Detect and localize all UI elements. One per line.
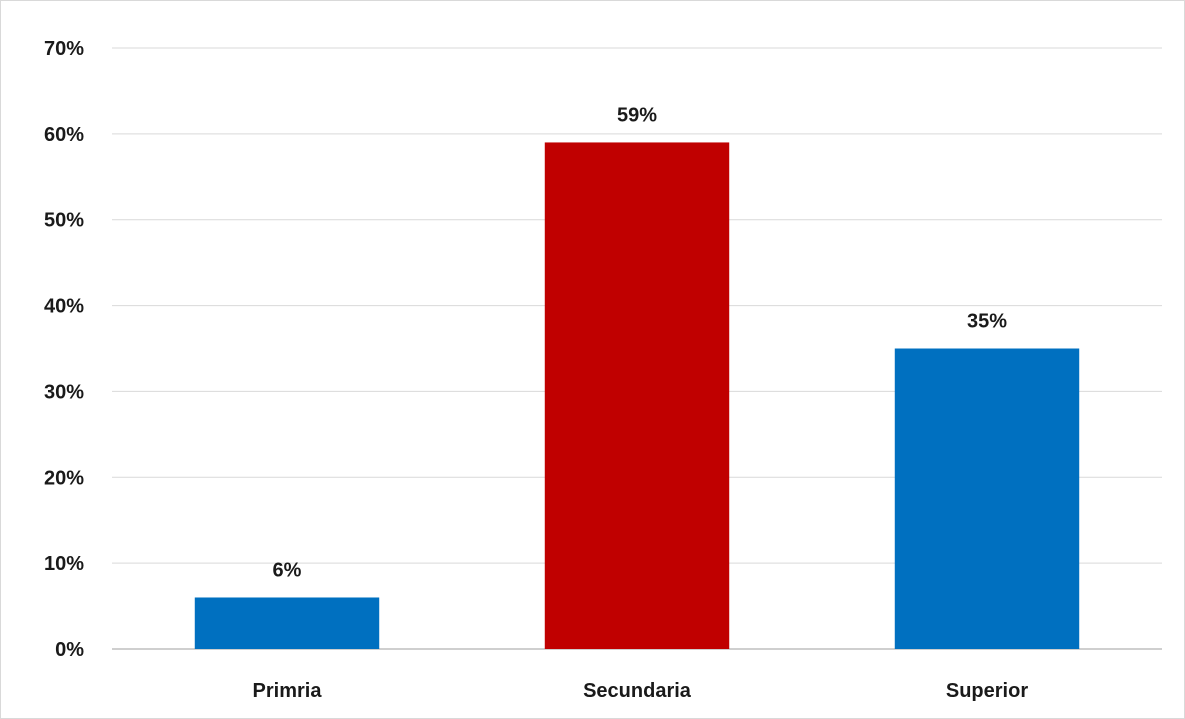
data-label: 6%: [273, 559, 302, 581]
y-tick-label: 40%: [44, 296, 84, 318]
y-tick-label: 10%: [44, 553, 84, 575]
category-label: Superior: [946, 680, 1028, 702]
y-tick-label: 50%: [44, 210, 84, 232]
data-label: 59%: [617, 104, 657, 126]
data-labels: 6% 59% 35%: [273, 104, 1008, 581]
bar-superior: [894, 348, 1080, 649]
bar-secundaria: [544, 142, 730, 649]
y-tick-label: 60%: [44, 124, 84, 146]
bar-primria: [194, 597, 380, 649]
y-tick-label: 20%: [44, 467, 84, 489]
category-label: Primria: [253, 680, 323, 702]
y-axis-tick-labels: 0% 10% 20% 30% 40% 50% 60% 70%: [44, 38, 84, 661]
y-tick-label: 30%: [44, 381, 84, 403]
bars: [194, 142, 1080, 649]
y-tick-label: 70%: [44, 38, 84, 60]
data-label: 35%: [967, 311, 1007, 333]
x-axis-category-labels: Primria Secundaria Superior: [253, 680, 1029, 702]
category-label: Secundaria: [583, 680, 692, 702]
y-tick-label: 0%: [55, 639, 84, 661]
